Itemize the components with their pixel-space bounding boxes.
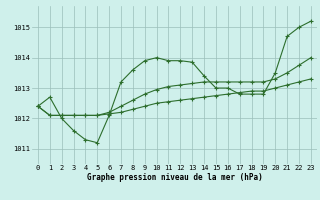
X-axis label: Graphe pression niveau de la mer (hPa): Graphe pression niveau de la mer (hPa) xyxy=(86,173,262,182)
